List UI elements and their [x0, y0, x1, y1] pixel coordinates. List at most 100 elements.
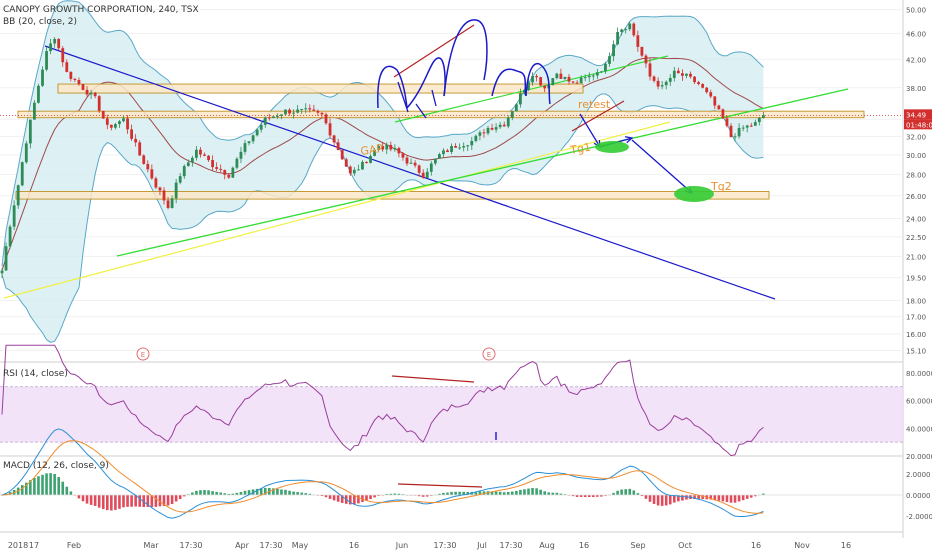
macd-histogram-bar: [101, 495, 105, 510]
macd-histogram-bar: [365, 495, 368, 501]
target-2-marker: [674, 186, 714, 202]
candle-body: [284, 109, 287, 115]
candle-body: [729, 125, 733, 138]
macd-tick-label: -2.0000: [906, 513, 932, 521]
macd-histogram-bar: [466, 491, 470, 495]
price-tick-label: 16.00: [906, 331, 926, 339]
time-tick-label: Aug: [539, 541, 555, 550]
macd-histogram-bar: [146, 495, 150, 507]
time-tick-label: Jun: [395, 541, 409, 550]
macd-histogram-bar: [284, 489, 287, 495]
candle-body: [527, 82, 530, 90]
macd-histogram-bar: [709, 495, 713, 500]
candle-body: [652, 76, 656, 81]
candle-body: [438, 154, 441, 159]
candle-body: [239, 151, 243, 159]
pattern-arc: [525, 62, 551, 105]
macd-histogram-bar: [239, 491, 243, 495]
price-tick-label: 30.00: [906, 152, 926, 160]
macd-histogram-bar: [33, 477, 36, 495]
candle-body: [357, 169, 360, 171]
arrow-head: [624, 136, 634, 144]
macd-histogram-bar: [280, 489, 283, 495]
chart-title: CANOPY GROWTH CORPORATION, 240, TSX: [3, 5, 199, 15]
candle-body: [33, 102, 36, 120]
candle-body: [745, 125, 749, 128]
candle-body: [373, 149, 376, 156]
macd-histogram-bar: [227, 493, 231, 495]
macd-histogram-bar: [195, 490, 198, 495]
macd-histogram-bar: [328, 495, 332, 499]
candle-body: [470, 140, 474, 146]
candle-body: [693, 76, 696, 83]
candle-body: [510, 111, 514, 118]
candle-body: [413, 162, 417, 166]
candle-body: [61, 48, 65, 63]
green-support-trendline: [116, 88, 849, 257]
macd-histogram-bar: [462, 491, 465, 495]
macd-histogram-bar: [130, 495, 133, 507]
price-tick-label: 22.50: [906, 234, 926, 242]
macd-histogram-bar: [110, 495, 113, 511]
candle-body: [195, 149, 198, 158]
macd-histogram-bar: [178, 495, 182, 499]
macd-histogram-bar: [373, 495, 376, 498]
countdown-badge: [904, 119, 932, 130]
candle-body: [154, 178, 158, 188]
earnings-label: E: [141, 351, 145, 359]
candle-body: [632, 23, 636, 36]
candle-body: [235, 158, 239, 168]
candle-body: [85, 89, 89, 95]
candle-body: [37, 85, 40, 103]
candle-body: [199, 149, 202, 155]
macd-histogram-bar: [349, 495, 352, 505]
candle-body: [308, 108, 312, 110]
candle-body: [591, 75, 595, 77]
candle-body: [616, 32, 619, 45]
time-tick-label: 16: [349, 541, 359, 550]
candle-body: [563, 76, 567, 79]
macd-histogram-bar: [45, 473, 48, 495]
macd-histogram-bar: [20, 485, 24, 495]
candle-body: [640, 46, 644, 56]
candle-body: [320, 112, 324, 115]
candle-body: [243, 143, 247, 152]
candle-body: [531, 75, 534, 83]
candle-body: [150, 169, 154, 179]
candle-body: [409, 162, 413, 164]
candle-body: [81, 84, 85, 90]
time-tick-label: Apr: [235, 541, 250, 550]
macd-indicator-label: MACD (12, 26, close, 9): [3, 461, 109, 471]
macd-histogram-bar: [203, 489, 206, 495]
rsi-band: [0, 386, 903, 443]
macd-histogram-bar: [543, 491, 546, 495]
candle-body: [450, 146, 453, 153]
candle-body: [207, 155, 210, 161]
candle-body: [174, 182, 178, 199]
macd-histogram-bar: [656, 495, 660, 506]
candle-body: [628, 23, 632, 30]
macd-histogram-bar: [336, 495, 340, 502]
macd-histogram-bar: [587, 495, 591, 497]
candle-body: [551, 78, 555, 86]
projection-arrow: [579, 113, 601, 148]
candle-body: [203, 154, 206, 156]
macd-histogram-bar: [458, 491, 461, 495]
candle-body: [300, 108, 304, 110]
retest-line: [571, 100, 625, 132]
macd-histogram-bar: [478, 491, 482, 495]
macd-histogram-bar: [231, 493, 235, 495]
time-tick-label: 17:30: [499, 541, 522, 550]
macd-histogram-bar: [340, 495, 344, 503]
candle-body: [587, 75, 591, 78]
macd-histogram-bar: [583, 495, 587, 498]
support-zone: [57, 83, 584, 94]
macd-histogram-bar: [296, 492, 299, 495]
candle-body: [648, 63, 652, 77]
macd-histogram-bar: [725, 495, 729, 502]
macd-histogram-bar: [126, 495, 129, 507]
macd-histogram-bar: [547, 492, 551, 495]
macd-histogram-bar: [308, 493, 312, 495]
candle-body: [555, 73, 559, 79]
